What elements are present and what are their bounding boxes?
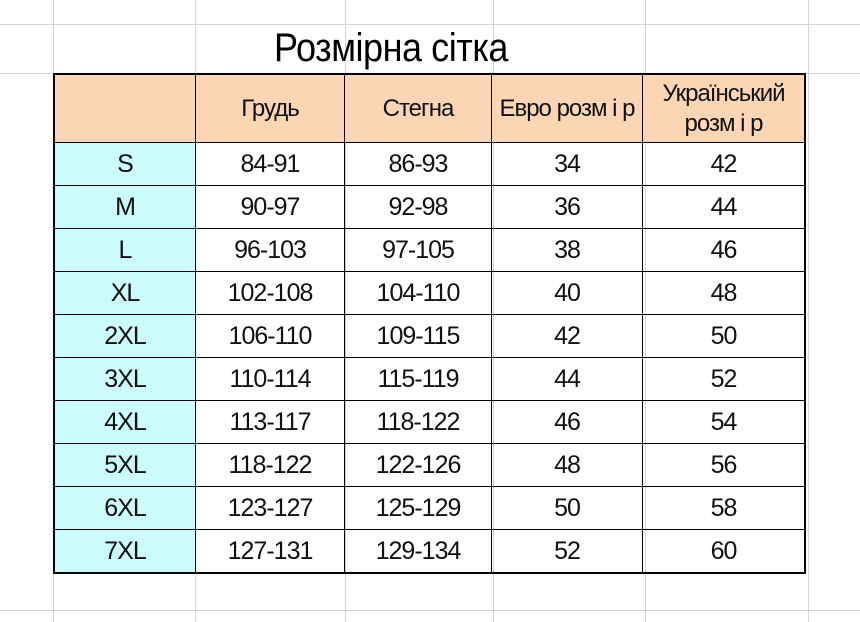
cell-chest[interactable]: 84-91 <box>195 142 345 186</box>
cell-euro-size[interactable]: 38 <box>491 228 643 272</box>
cell-euro-size[interactable]: 52 <box>491 529 643 574</box>
cell-hips[interactable]: 118-122 <box>344 400 492 444</box>
table-row: XL 102-108 104-110 40 48 <box>53 271 806 315</box>
header-row: Грудь Стегна Евро розм і р Український р… <box>53 73 806 143</box>
cell-size[interactable]: 6XL <box>53 486 196 530</box>
size-chart-table: Грудь Стегна Евро розм і р Український р… <box>53 73 806 574</box>
cell-ukrainian-size[interactable]: 46 <box>642 228 806 272</box>
cell-chest[interactable]: 102-108 <box>195 271 345 315</box>
cell-size[interactable]: XL <box>53 271 196 315</box>
table-row: 6XL 123-127 125-129 50 58 <box>53 486 806 530</box>
cell-hips[interactable]: 104-110 <box>344 271 492 315</box>
table-row: L 96-103 97-105 38 46 <box>53 228 806 272</box>
cell-size[interactable]: 7XL <box>53 529 196 574</box>
cell-chest[interactable]: 106-110 <box>195 314 345 358</box>
cell-ukrainian-size[interactable]: 44 <box>642 185 806 229</box>
cell-hips[interactable]: 92-98 <box>344 185 492 229</box>
header-cell-euro-size[interactable]: Евро розм і р <box>491 73 643 143</box>
cell-hips[interactable]: 125-129 <box>344 486 492 530</box>
cell-euro-size[interactable]: 50 <box>491 486 643 530</box>
cell-euro-size[interactable]: 48 <box>491 443 643 487</box>
cell-size[interactable]: 5XL <box>53 443 196 487</box>
cell-size[interactable]: 2XL <box>53 314 196 358</box>
page-title: Розмірна сітка <box>274 26 508 70</box>
header-cell-hips[interactable]: Стегна <box>344 73 492 143</box>
cell-chest[interactable]: 127-131 <box>195 529 345 574</box>
cell-chest[interactable]: 123-127 <box>195 486 345 530</box>
table-row: M 90-97 92-98 36 44 <box>53 185 806 229</box>
cell-chest[interactable]: 90-97 <box>195 185 345 229</box>
header-cell-empty[interactable] <box>53 73 196 143</box>
table-row: 7XL 127-131 129-134 52 60 <box>53 529 806 574</box>
cell-hips[interactable]: 122-126 <box>344 443 492 487</box>
cell-size[interactable]: L <box>53 228 196 272</box>
cell-ukrainian-size[interactable]: 54 <box>642 400 806 444</box>
header-cell-ukrainian-size[interactable]: Український розм і р <box>642 73 806 143</box>
cell-chest[interactable]: 118-122 <box>195 443 345 487</box>
cell-chest[interactable]: 96-103 <box>195 228 345 272</box>
table-row: 4XL 113-117 118-122 46 54 <box>53 400 806 444</box>
cell-size[interactable]: 4XL <box>53 400 196 444</box>
cell-chest[interactable]: 110-114 <box>195 357 345 401</box>
header-cell-chest[interactable]: Грудь <box>195 73 345 143</box>
cell-ukrainian-size[interactable]: 56 <box>642 443 806 487</box>
cell-euro-size[interactable]: 40 <box>491 271 643 315</box>
table-row: 3XL 110-114 115-119 44 52 <box>53 357 806 401</box>
cell-hips[interactable]: 115-119 <box>344 357 492 401</box>
cell-euro-size[interactable]: 34 <box>491 142 643 186</box>
cell-euro-size[interactable]: 36 <box>491 185 643 229</box>
table-row: S 84-91 86-93 34 42 <box>53 142 806 186</box>
cell-euro-size[interactable]: 42 <box>491 314 643 358</box>
cell-chest[interactable]: 113-117 <box>195 400 345 444</box>
cell-size[interactable]: M <box>53 185 196 229</box>
cell-hips[interactable]: 109-115 <box>344 314 492 358</box>
cell-size[interactable]: 3XL <box>53 357 196 401</box>
cell-hips[interactable]: 97-105 <box>344 228 492 272</box>
cell-ukrainian-size[interactable]: 50 <box>642 314 806 358</box>
cell-euro-size[interactable]: 46 <box>491 400 643 444</box>
table-row: 2XL 106-110 109-115 42 50 <box>53 314 806 358</box>
cell-ukrainian-size[interactable]: 48 <box>642 271 806 315</box>
cell-hips[interactable]: 129-134 <box>344 529 492 574</box>
table-row: 5XL 118-122 122-126 48 56 <box>53 443 806 487</box>
cell-hips[interactable]: 86-93 <box>344 142 492 186</box>
cell-ukrainian-size[interactable]: 42 <box>642 142 806 186</box>
cell-ukrainian-size[interactable]: 52 <box>642 357 806 401</box>
cell-size[interactable]: S <box>53 142 196 186</box>
cell-ukrainian-size[interactable]: 60 <box>642 529 806 574</box>
cell-ukrainian-size[interactable]: 58 <box>642 486 806 530</box>
cell-euro-size[interactable]: 44 <box>491 357 643 401</box>
